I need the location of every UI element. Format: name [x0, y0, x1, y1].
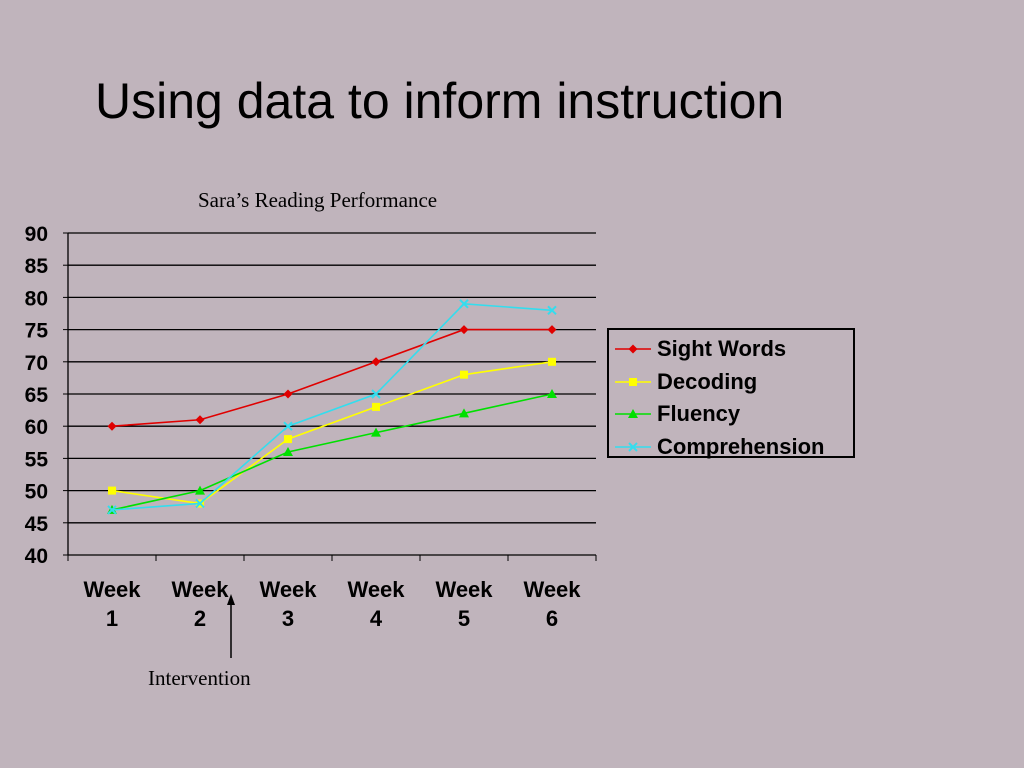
- data-point-sight-words: [459, 325, 469, 335]
- y-tick-label: 90: [25, 223, 48, 246]
- y-tick-label: 50: [25, 481, 48, 504]
- x-tick-label: Week 4: [347, 577, 405, 631]
- data-point-comprehension: [371, 389, 381, 399]
- data-point-decoding: [284, 435, 292, 444]
- y-tick-label: 75: [25, 320, 49, 343]
- legend-item-sight-words: Sight Words: [615, 333, 853, 366]
- data-point-sight-words: [371, 357, 381, 367]
- data-point-sight-words: [195, 415, 205, 425]
- legend-label: Fluency: [657, 401, 741, 427]
- data-point-comprehension: [283, 421, 293, 431]
- legend-swatch-decoding: [615, 377, 651, 386]
- y-tick-label: 40: [25, 545, 48, 568]
- intervention-annotation-label: Intervention: [148, 666, 251, 690]
- series-line-fluency: [111, 393, 553, 511]
- intervention-arrow-head: [227, 594, 235, 605]
- x-tick-label: Week 6: [523, 577, 581, 631]
- legend-swatch-comprehension: [615, 442, 651, 452]
- data-point-decoding: [372, 402, 380, 411]
- legend-label: Decoding: [657, 368, 758, 394]
- data-point-comprehension: [459, 299, 469, 309]
- data-point-comprehension: [195, 498, 205, 509]
- y-tick-label: 65: [25, 384, 49, 407]
- y-tick-label: 60: [25, 416, 48, 439]
- legend-item-fluency: Fluency: [615, 398, 853, 431]
- y-tick-label: 55: [25, 448, 49, 471]
- x-tick-label: Week 5: [435, 577, 493, 631]
- y-tick-label: 45: [25, 513, 49, 536]
- series-line-decoding: [111, 361, 553, 505]
- legend-label: Sight Words: [657, 336, 787, 362]
- data-point-fluency: [195, 485, 205, 495]
- x-tick-label: Week 3: [259, 577, 317, 631]
- y-tick-label: 80: [25, 287, 48, 310]
- data-point-fluency: [547, 389, 557, 398]
- data-point-decoding: [548, 357, 556, 366]
- data-point-comprehension: [107, 505, 117, 515]
- data-point-fluency: [459, 408, 469, 418]
- data-point-sight-words: [547, 325, 557, 335]
- data-point-sight-words: [107, 421, 117, 431]
- x-tick-label: Week 2: [171, 577, 229, 631]
- chart-title: Sara’s Reading Performance: [198, 188, 438, 212]
- y-tick-label: 85: [25, 255, 49, 278]
- data-point-comprehension: [547, 305, 557, 315]
- series-line-comprehension: [111, 303, 553, 511]
- series-line-sight-words: [111, 328, 552, 427]
- data-point-fluency: [371, 427, 381, 437]
- data-point-sight-words: [283, 389, 293, 399]
- data-point-fluency: [283, 446, 293, 456]
- legend-item-comprehension: Comprehension: [615, 431, 853, 464]
- data-point-decoding: [108, 486, 116, 495]
- slide-title: Using data to inform instruction: [95, 73, 785, 129]
- legend-swatch-sight-words: [615, 344, 651, 354]
- chart-legend: Sight Words Decoding Fluency Comprehension: [607, 328, 855, 459]
- y-tick-label: 70: [25, 352, 48, 375]
- x-tick-label: Week 1: [83, 577, 141, 631]
- legend-item-decoding: Decoding: [615, 366, 853, 399]
- data-point-decoding: [460, 370, 468, 379]
- legend-swatch-fluency: [615, 409, 651, 419]
- legend-label: Comprehension: [657, 433, 825, 459]
